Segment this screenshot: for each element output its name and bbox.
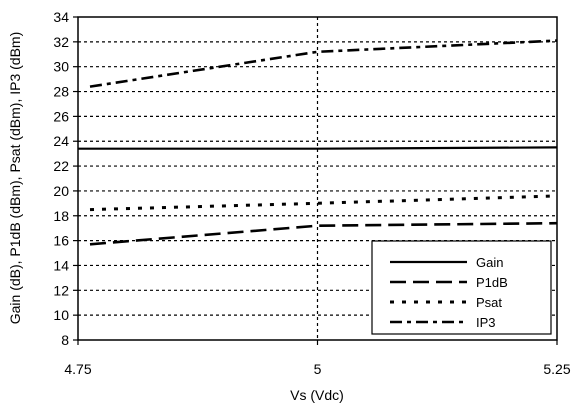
y-tick-label: 22 [53,158,69,174]
legend: Gain P1dB Psat IP3 [371,240,552,335]
legend-box [371,240,552,335]
y-tick-label: 18 [53,208,69,224]
series-line-psat [89,194,558,212]
y-tick-label: 32 [53,34,69,50]
legend-label-p1db: P1dB [476,275,508,290]
y-axis-label: Gain (dB), P1dB (dBm), Psat (dBm), IP3 (… [7,32,23,325]
y-tick-label: 28 [53,84,69,100]
legend-label-ip3: IP3 [476,315,496,330]
legend-label-gain: Gain [476,255,503,270]
y-tick-label: 34 [53,9,69,25]
x-axis-label: Vs (Vdc) [290,387,344,403]
x-tick-label: 4.75 [64,361,91,377]
y-tick-label: 14 [53,257,69,273]
y-tick-label: 8 [61,332,69,348]
x-tick-label: 5 [314,361,322,377]
x-tick-label: 5.25 [543,361,570,377]
y-tick-label: 30 [53,59,69,75]
series-layer [78,39,558,246]
series-line-p1db [89,221,558,246]
legend-label-psat: Psat [476,295,502,310]
grid-layer [78,17,557,340]
y-tick-label: 24 [53,133,69,149]
axis-layer: 8 10 12 14 16 18 20 22 24 26 28 30 32 34 4.75 5 5.25 [53,9,570,377]
y-tick-label: 20 [53,183,69,199]
y-tick-label: 16 [53,233,69,249]
y-tick-label: 26 [53,108,69,124]
y-tick-label: 10 [53,307,69,323]
y-tick-label: 12 [53,282,69,298]
series-line-ip3 [89,39,558,88]
series-line-gain [78,146,558,150]
